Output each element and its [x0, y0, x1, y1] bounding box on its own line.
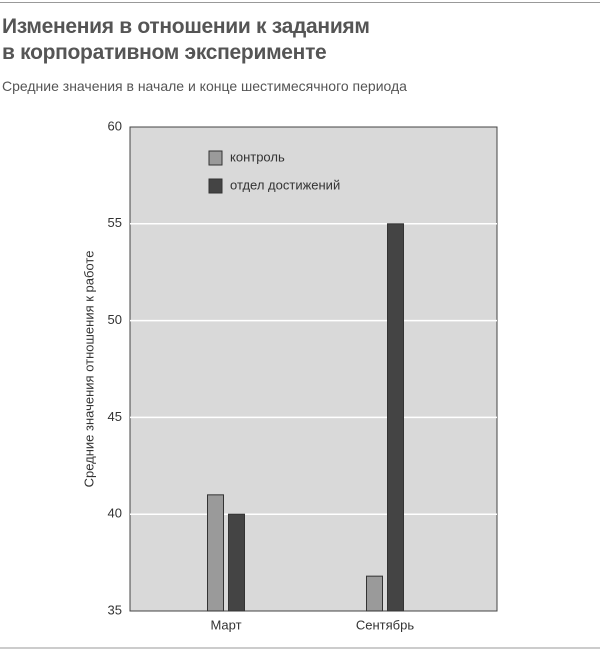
y-tick-label: 60 — [108, 118, 122, 133]
x-tick-label: Март — [210, 617, 241, 632]
legend-swatch — [208, 178, 223, 194]
x-tick-label: Сентябрь — [356, 617, 414, 632]
legend-label: контроль — [230, 149, 285, 164]
plot-area — [129, 126, 498, 612]
bar — [207, 494, 224, 612]
legend-swatch — [208, 150, 223, 166]
y-tick-label: 45 — [108, 409, 122, 424]
bar — [387, 223, 404, 612]
y-tick-label: 50 — [108, 312, 122, 327]
bar — [366, 575, 383, 612]
y-tick-label: 55 — [108, 215, 122, 230]
bar — [228, 513, 245, 612]
y-tick-label: 40 — [108, 506, 122, 521]
legend-label: отдел достижений — [230, 177, 340, 192]
chart-subtitle: Средние значения в начале и конце шестим… — [2, 78, 407, 94]
y-axis-label: Средние значения отношения к работе — [81, 251, 96, 488]
y-tick-label: 35 — [108, 602, 122, 617]
top-rule — [0, 2, 600, 3]
chart-title: Изменения в отношении к заданиям в корпо… — [2, 15, 370, 64]
